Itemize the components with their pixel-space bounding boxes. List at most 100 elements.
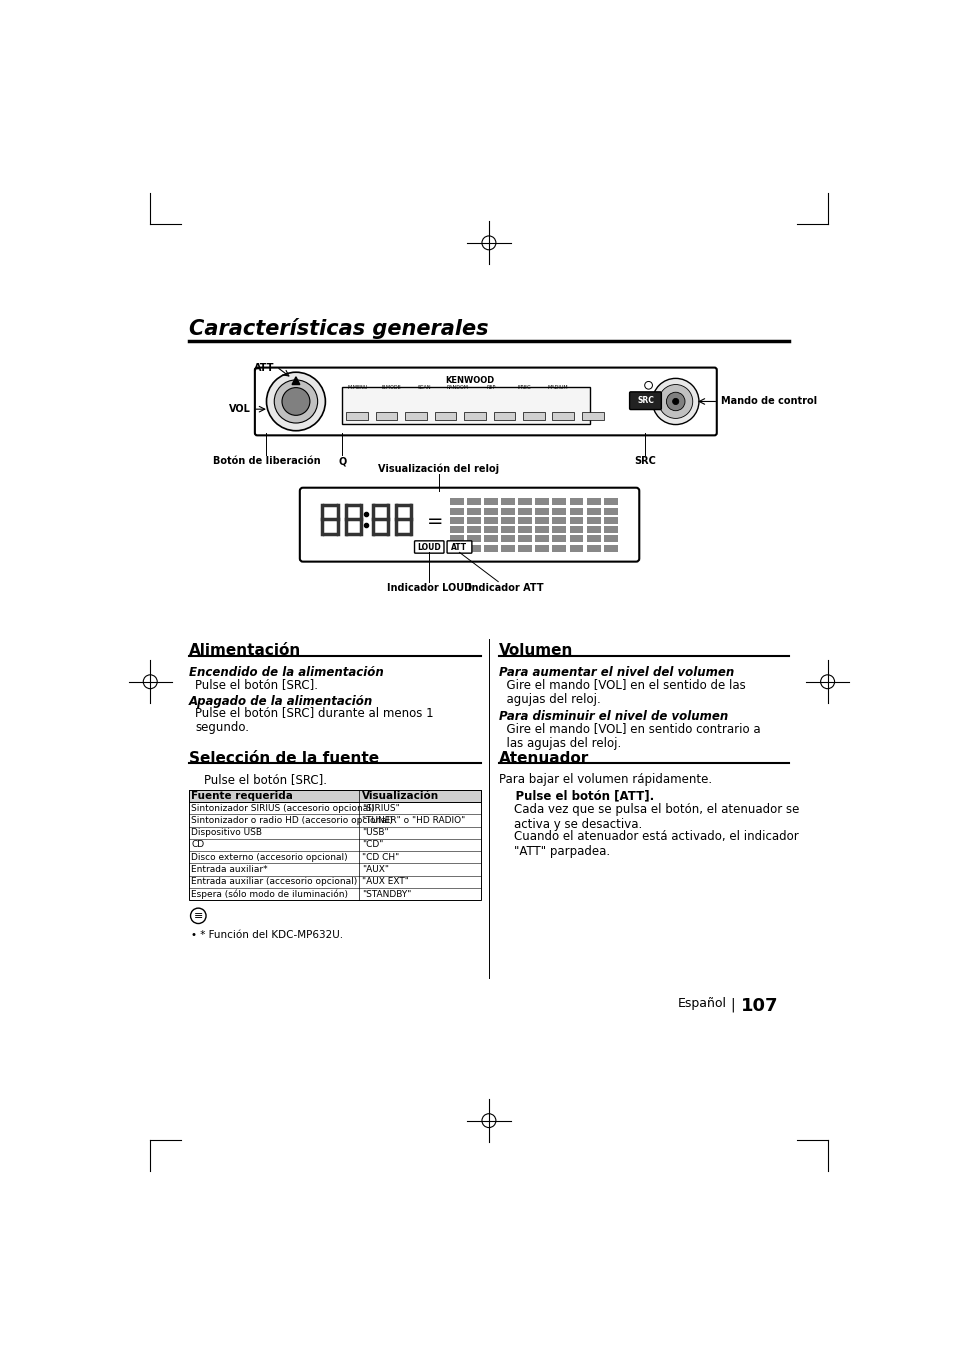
Circle shape — [274, 379, 317, 423]
Text: Dispositivo USB: Dispositivo USB — [192, 828, 262, 837]
Bar — [586, 508, 599, 514]
FancyBboxPatch shape — [415, 541, 443, 554]
Text: Cada vez que se pulsa el botón, el atenuador se
    activa y se desactiva.: Cada vez que se pulsa el botón, el atenu… — [498, 803, 799, 832]
Text: 107: 107 — [740, 998, 778, 1015]
Text: "USB": "USB" — [361, 828, 388, 837]
FancyBboxPatch shape — [254, 367, 716, 435]
Text: Sintonizador o radio HD (accesorio opcional): Sintonizador o radio HD (accesorio opcio… — [192, 815, 393, 825]
Bar — [484, 536, 497, 543]
Bar — [552, 517, 566, 524]
Text: "CD": "CD" — [361, 841, 383, 849]
Text: Apagado de la alimentación: Apagado de la alimentación — [189, 695, 373, 707]
Bar — [569, 517, 583, 524]
Text: Pulse el botón [SRC] durante al menos 1
segundo.: Pulse el botón [SRC] durante al menos 1 … — [195, 706, 434, 734]
Text: =: = — [426, 512, 442, 531]
Bar — [435, 412, 456, 420]
Bar — [586, 544, 599, 552]
Text: REP: REP — [486, 385, 496, 390]
Bar — [467, 544, 480, 552]
Text: "AUX": "AUX" — [361, 865, 389, 875]
Bar — [450, 526, 464, 533]
Bar — [517, 536, 532, 543]
Text: "STANDBY": "STANDBY" — [361, 890, 411, 899]
Bar — [522, 412, 544, 420]
Bar — [467, 536, 480, 543]
Text: • * Función del KDC-MP632U.: • * Función del KDC-MP632U. — [192, 930, 343, 940]
Bar — [500, 498, 515, 505]
Bar — [467, 508, 480, 514]
Text: ATT: ATT — [451, 543, 467, 552]
Text: SRC: SRC — [637, 396, 653, 405]
Bar — [552, 508, 566, 514]
Text: Sintonizador SIRIUS (accesorio opcional): Sintonizador SIRIUS (accesorio opcional) — [192, 803, 375, 813]
Bar — [467, 498, 480, 505]
Bar — [484, 508, 497, 514]
Bar — [535, 517, 549, 524]
Text: Atenuador: Atenuador — [498, 751, 589, 765]
Bar — [535, 498, 549, 505]
Text: CD: CD — [192, 841, 204, 849]
Text: Pulse el botón [SRC].: Pulse el botón [SRC]. — [189, 772, 327, 786]
FancyBboxPatch shape — [447, 541, 472, 554]
Text: MADIUM: MADIUM — [547, 385, 568, 390]
Text: Español: Español — [678, 998, 726, 1010]
Text: Gire el mando [VOL] en sentido contrario a
  las agujas del reloj.: Gire el mando [VOL] en sentido contrario… — [498, 722, 760, 749]
Text: "AUX EXT": "AUX EXT" — [361, 878, 408, 887]
Bar — [603, 498, 617, 505]
Text: Pulse el botón [SRC].: Pulse el botón [SRC]. — [195, 678, 318, 691]
FancyBboxPatch shape — [629, 392, 660, 409]
Text: Disco externo (accesorio opcional): Disco externo (accesorio opcional) — [192, 853, 348, 861]
Bar — [535, 508, 549, 514]
Text: Pulse el botón [ATT].: Pulse el botón [ATT]. — [498, 790, 654, 802]
Bar — [586, 536, 599, 543]
Bar — [603, 544, 617, 552]
Bar — [586, 526, 599, 533]
Bar — [517, 508, 532, 514]
Text: Espera (sólo modo de iluminación): Espera (sólo modo de iluminación) — [192, 890, 348, 899]
Text: "CD CH": "CD CH" — [361, 853, 398, 861]
Bar — [342, 387, 590, 424]
Bar — [517, 526, 532, 533]
Text: Q: Q — [338, 456, 346, 466]
Bar — [552, 544, 566, 552]
Bar — [500, 526, 515, 533]
Text: Gire el mando [VOL] en el sentido de las
  agujas del reloj.: Gire el mando [VOL] en el sentido de las… — [498, 678, 745, 706]
Bar — [484, 517, 497, 524]
Bar — [552, 526, 566, 533]
Bar — [552, 536, 566, 543]
Text: VOL: VOL — [229, 404, 251, 414]
Text: RANDOM: RANDOM — [446, 385, 469, 390]
Bar — [464, 412, 485, 420]
Bar — [586, 517, 599, 524]
Circle shape — [666, 393, 684, 410]
Bar — [535, 544, 549, 552]
Bar — [569, 508, 583, 514]
Circle shape — [282, 387, 310, 416]
Text: Encendido de la alimentación: Encendido de la alimentación — [189, 667, 383, 679]
Bar — [569, 536, 583, 543]
Text: Entrada auxiliar*: Entrada auxiliar* — [192, 865, 268, 875]
Bar — [375, 412, 397, 420]
Bar — [517, 517, 532, 524]
Bar — [346, 412, 368, 420]
Bar — [450, 508, 464, 514]
Text: KENWOOD: KENWOOD — [445, 377, 495, 385]
Text: Características generales: Características generales — [189, 319, 488, 339]
Text: Volumen: Volumen — [498, 643, 573, 659]
Bar — [569, 526, 583, 533]
Bar — [450, 544, 464, 552]
Text: M.MENU: M.MENU — [348, 385, 368, 390]
Bar — [569, 544, 583, 552]
Text: Mando de control: Mando de control — [720, 397, 816, 406]
Text: Para bajar el volumen rápidamente.: Para bajar el volumen rápidamente. — [498, 772, 711, 786]
Text: "SIRIUS": "SIRIUS" — [361, 803, 399, 813]
Circle shape — [266, 373, 325, 431]
Bar — [517, 544, 532, 552]
Text: SRC: SRC — [634, 456, 656, 466]
Bar — [603, 536, 617, 543]
Text: Botón de liberación: Botón de liberación — [213, 456, 320, 466]
Bar — [484, 498, 497, 505]
Text: "TUNER" o "HD RADIO": "TUNER" o "HD RADIO" — [361, 815, 464, 825]
Text: Para aumentar el nivel del volumen: Para aumentar el nivel del volumen — [498, 667, 734, 679]
Bar — [581, 412, 603, 420]
